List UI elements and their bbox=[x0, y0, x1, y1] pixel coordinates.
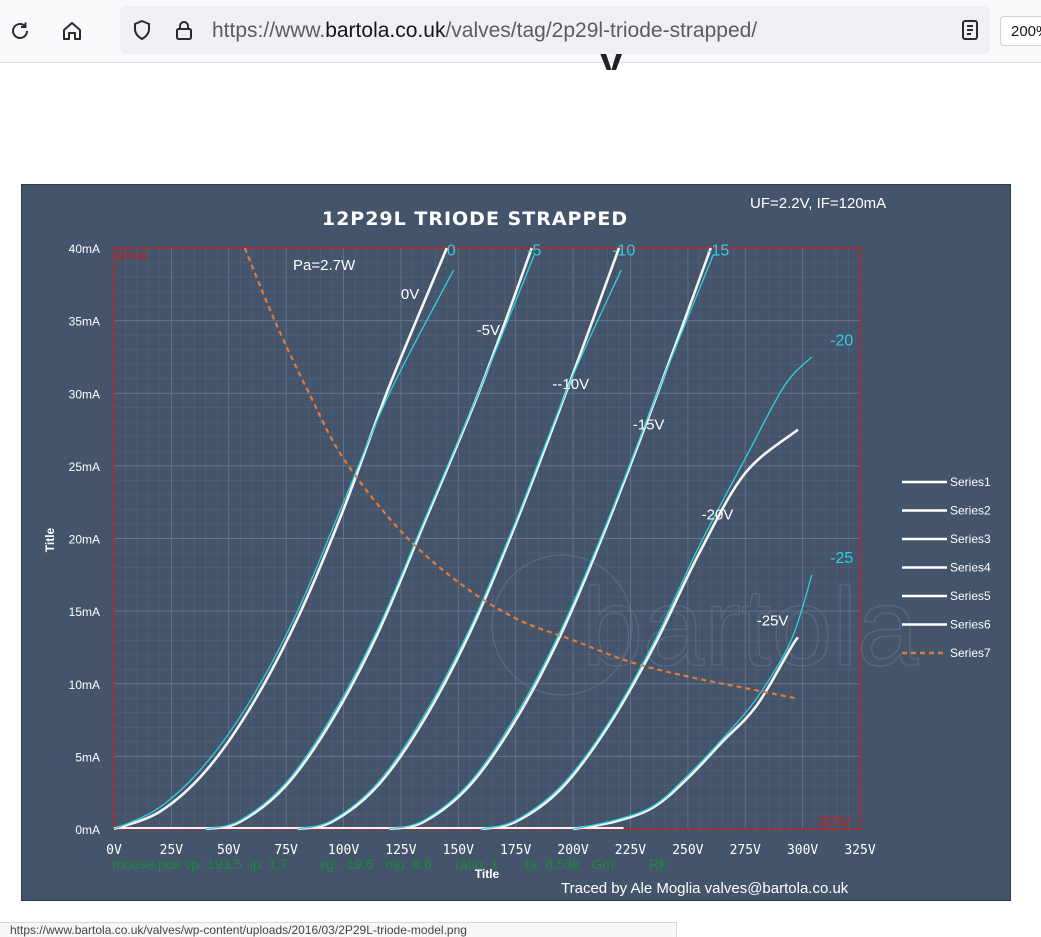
corner-label-bottom-right: 325V bbox=[818, 813, 851, 829]
x-tick-label: 75V bbox=[274, 843, 298, 858]
curve-annotation: Pa=2.7W bbox=[293, 257, 356, 274]
watermark-logo bbox=[491, 554, 633, 696]
shield-icon[interactable] bbox=[130, 18, 154, 42]
y-tick-label: 30mA bbox=[69, 387, 100, 401]
cyan-curve-label: -5 bbox=[527, 242, 541, 259]
lock-icon[interactable] bbox=[172, 18, 196, 42]
cyan-curve-label: -15 bbox=[706, 242, 729, 259]
mouse-position-readout: mouse pos vp: 193.5 ip: 1.7 vg: -19.6 mu… bbox=[112, 856, 667, 872]
x-tick-label: 225V bbox=[615, 843, 646, 858]
x-tick-label: 175V bbox=[500, 843, 531, 858]
x-tick-label: 200V bbox=[557, 843, 588, 858]
series-line-series7 bbox=[243, 247, 796, 700]
x-tick-label: 100V bbox=[328, 843, 359, 858]
cyan-curve-line bbox=[297, 269, 622, 830]
y-tick-label: 20mA bbox=[69, 533, 100, 547]
home-button[interactable] bbox=[54, 13, 90, 49]
reload-icon bbox=[12, 22, 28, 39]
corner-label-top-left: 40mA bbox=[116, 249, 147, 263]
watermark-text: bartola bbox=[582, 566, 919, 689]
curve-annotation: -15V bbox=[633, 417, 665, 434]
reload-button[interactable] bbox=[2, 13, 38, 49]
chart-title: 12P29L TRIODE STRAPPED bbox=[322, 208, 628, 230]
reader-view-icon[interactable] bbox=[958, 18, 982, 42]
series-line-series6 bbox=[572, 636, 800, 831]
cyan-curve-label: -20 bbox=[830, 332, 853, 349]
cyan-curve-line bbox=[481, 356, 813, 830]
x-tick-label: 300V bbox=[787, 843, 818, 858]
x-tick-label: 250V bbox=[672, 843, 703, 858]
legend-item: Series3 bbox=[950, 532, 991, 546]
cyan-curve-line bbox=[113, 269, 455, 830]
cyan-curve-label: -25 bbox=[830, 550, 853, 567]
curve-annotation: 0V bbox=[401, 286, 419, 303]
curve-annotation: -20V bbox=[702, 507, 734, 524]
curve-annotation: --10V bbox=[552, 376, 589, 393]
chart-credit: Traced by Ale Moglia valves@bartola.co.u… bbox=[561, 880, 849, 897]
series-line-series5 bbox=[481, 428, 799, 831]
chart-svg: bartola 12P29L TRIODE STRAPPED UF=2.2V, IF… bbox=[43, 195, 991, 897]
status-bar: https://www.bartola.co.uk/valves/wp-cont… bbox=[0, 922, 677, 937]
x-tick-label: 0V bbox=[106, 843, 122, 858]
x-tick-label: 125V bbox=[385, 843, 416, 858]
legend-item: Series6 bbox=[950, 618, 991, 632]
y-tick-label: 15mA bbox=[69, 605, 100, 619]
legend-item: Series5 bbox=[950, 589, 991, 603]
browser-toolbar: https://www.bartola.co.uk/valves/tag/2p2… bbox=[0, 0, 1041, 63]
x-tick-label: 25V bbox=[160, 843, 184, 858]
curve-annotation: -25V bbox=[757, 613, 789, 630]
curve-annotation: -5V bbox=[477, 322, 500, 339]
legend-item: Series7 bbox=[950, 646, 991, 660]
y-tick-label: 35mA bbox=[69, 315, 100, 329]
chart-subtitle: UF=2.2V, IF=120mA bbox=[750, 195, 886, 212]
legend-item: Series1 bbox=[950, 475, 991, 489]
cyan-curve-line bbox=[205, 255, 535, 830]
chart-grid bbox=[113, 247, 861, 830]
y-tick-label: 40mA bbox=[69, 242, 100, 256]
url-bar[interactable]: https://www.bartola.co.uk/valves/tag/2p2… bbox=[120, 6, 990, 54]
legend-item: Series4 bbox=[950, 561, 991, 575]
zoom-level-badge[interactable]: 200% bbox=[1000, 16, 1041, 46]
series-line-series1 bbox=[113, 247, 449, 831]
cyan-curve-label: -10 bbox=[612, 242, 635, 259]
cyan-curve-label: 0 bbox=[447, 242, 456, 259]
x-tick-label: 150V bbox=[443, 843, 474, 858]
y-tick-label: 25mA bbox=[69, 460, 100, 474]
x-tick-label: 325V bbox=[844, 843, 875, 858]
home-icon bbox=[63, 22, 81, 40]
legend-item: Series2 bbox=[950, 504, 991, 518]
y-axis-title: Title bbox=[43, 527, 57, 552]
page-heading-fragment: y bbox=[600, 40, 623, 70]
y-tick-label: 0mA bbox=[75, 823, 100, 837]
status-link-text: https://www.bartola.co.uk/valves/wp-cont… bbox=[10, 923, 467, 937]
chart-image: bartola 12P29L TRIODE STRAPPED UF=2.2V, IF… bbox=[21, 184, 1011, 901]
cyan-curve-line bbox=[389, 255, 714, 830]
url-text[interactable]: https://www.bartola.co.uk/valves/tag/2p2… bbox=[212, 19, 758, 42]
y-tick-label: 5mA bbox=[75, 750, 100, 764]
x-tick-label: 50V bbox=[217, 843, 241, 858]
x-tick-label: 275V bbox=[730, 843, 761, 858]
x-axis-title: Title bbox=[475, 867, 500, 881]
cyan-curve-line bbox=[572, 574, 813, 830]
y-tick-label: 10mA bbox=[69, 678, 100, 692]
